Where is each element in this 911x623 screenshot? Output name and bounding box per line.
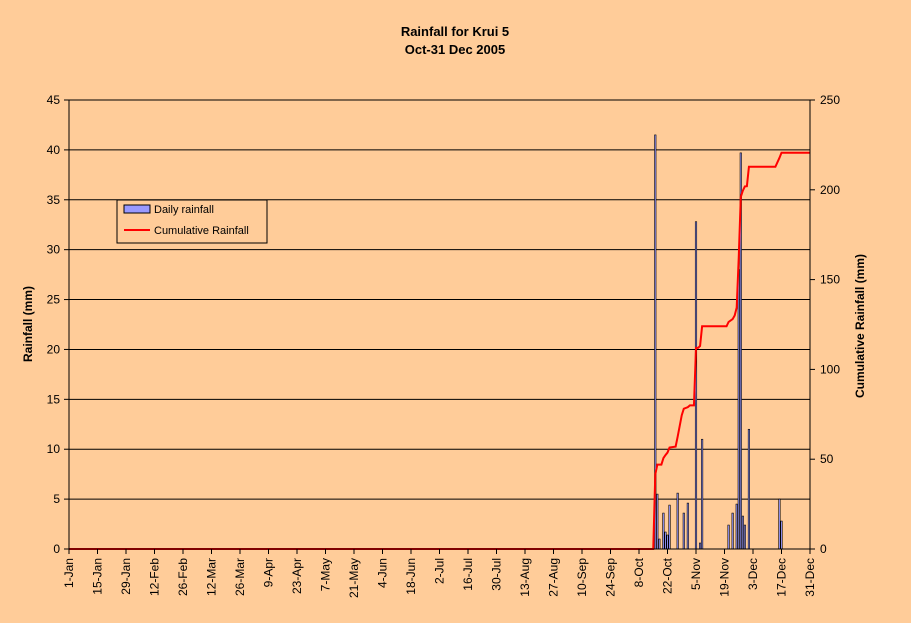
y2-tick-label: 0	[820, 542, 827, 556]
x-tick-label: 19-Nov	[718, 558, 732, 597]
legend-label-daily: Daily rainfall	[154, 204, 214, 216]
daily-rainfall-bar	[737, 269, 740, 550]
y-tick-label: 5	[53, 492, 60, 506]
daily-rainfall-bar	[686, 502, 689, 550]
left-y-ticks: 0 5 10 15 20 25 30 35 40 45	[47, 93, 69, 556]
y-tick-label: 45	[47, 93, 61, 107]
x-tick-label: 9-Apr	[262, 558, 276, 587]
x-tick-label: 31-Dec	[803, 558, 817, 597]
legend-label-cumulative: Cumulative Rainfall	[154, 225, 249, 237]
daily-rainfall-bar	[741, 515, 744, 550]
legend: Daily rainfall Cumulative Rainfall	[116, 199, 268, 244]
plot-area	[69, 100, 810, 549]
y-tick-label: 20	[47, 342, 61, 356]
daily-rainfall-bar	[731, 512, 734, 550]
daily-rainfall-bar	[662, 512, 665, 550]
y-tick-label: 40	[47, 143, 61, 157]
x-tick-label: 21-May	[347, 558, 361, 598]
x-tick-label: 29-Jan	[119, 558, 133, 595]
x-tick-label: 24-Sep	[604, 558, 618, 597]
x-tick-label: 30-Jul	[490, 558, 504, 591]
y2-tick-label: 200	[820, 183, 840, 197]
y-tick-label: 30	[47, 243, 61, 257]
daily-rainfall-bar	[656, 493, 659, 550]
x-tick-label: 27-Aug	[547, 558, 561, 597]
x-tick-label: 13-Aug	[518, 558, 532, 597]
daily-rainfall-bar	[658, 538, 661, 550]
daily-rainfall-bar	[747, 428, 750, 550]
x-tick-label: 16-Jul	[461, 558, 475, 591]
x-tick-label: 1-Jan	[62, 558, 76, 588]
y-tick-label: 0	[53, 542, 60, 556]
x-tick-label: 3-Dec	[746, 558, 760, 590]
x-tick-label: 7-May	[319, 558, 333, 591]
x-tick-label: 23-Apr	[290, 558, 304, 594]
y-axis-title: Rainfall (mm)	[21, 286, 35, 362]
x-tick-label: 4-Jun	[376, 558, 390, 588]
y2-axis-title: Cumulative Rainfall (mm)	[853, 254, 867, 398]
y2-tick-label: 150	[820, 273, 840, 287]
legend-swatch-daily	[123, 204, 151, 214]
daily-rainfall-bar	[778, 498, 781, 550]
chart-subtitle: Oct-31 Dec 2005	[405, 42, 505, 57]
y2-tick-label: 50	[820, 452, 834, 466]
cumulative-rainfall-line	[69, 151, 810, 550]
x-tick-label: 22-Oct	[661, 557, 675, 594]
y-tick-label: 25	[47, 293, 61, 307]
x-tick-label: 18-Jun	[404, 558, 418, 595]
x-tick-label: 26-Feb	[176, 558, 190, 596]
y2-tick-label: 250	[820, 93, 840, 107]
x-tick-label: 12-Feb	[148, 558, 162, 596]
daily-rainfall-bar	[699, 542, 702, 550]
daily-rainfall-bar	[701, 438, 704, 550]
daily-rainfall-bar	[727, 524, 730, 550]
y-tick-label: 10	[47, 442, 61, 456]
x-tick-label: 2-Jul	[433, 558, 447, 584]
x-tick-label: 5-Nov	[689, 558, 703, 590]
x-ticks: 1-Jan 15-Jan 29-Jan 12-Feb 26-Feb 12-Mar 26-Ma…	[62, 549, 817, 598]
daily-rainfall-bar	[735, 503, 738, 550]
y2-tick-label: 100	[820, 362, 840, 376]
chart-title: Rainfall for Krui 5	[401, 24, 509, 39]
daily-rainfall-bar	[668, 504, 671, 550]
x-tick-label: 8-Oct	[632, 557, 646, 587]
right-y-ticks: 0 50 100 150 200 250	[810, 93, 840, 556]
x-tick-label: 26-Mar	[233, 558, 247, 596]
x-tick-label: 12-Mar	[205, 558, 219, 596]
y-tick-label: 35	[47, 193, 61, 207]
daily-rainfall-bar	[666, 534, 669, 550]
daily-rainfall-bar	[664, 531, 667, 550]
daily-rainfall-bar	[682, 512, 685, 550]
y-tick-label: 15	[47, 392, 61, 406]
x-tick-label: 10-Sep	[575, 558, 589, 597]
daily-rainfall-bar	[743, 524, 746, 550]
daily-rainfall-bar	[780, 520, 783, 550]
daily-rainfall-bar	[676, 492, 679, 550]
x-tick-label: 15-Jan	[91, 558, 105, 595]
x-tick-label: 17-Dec	[775, 558, 789, 597]
